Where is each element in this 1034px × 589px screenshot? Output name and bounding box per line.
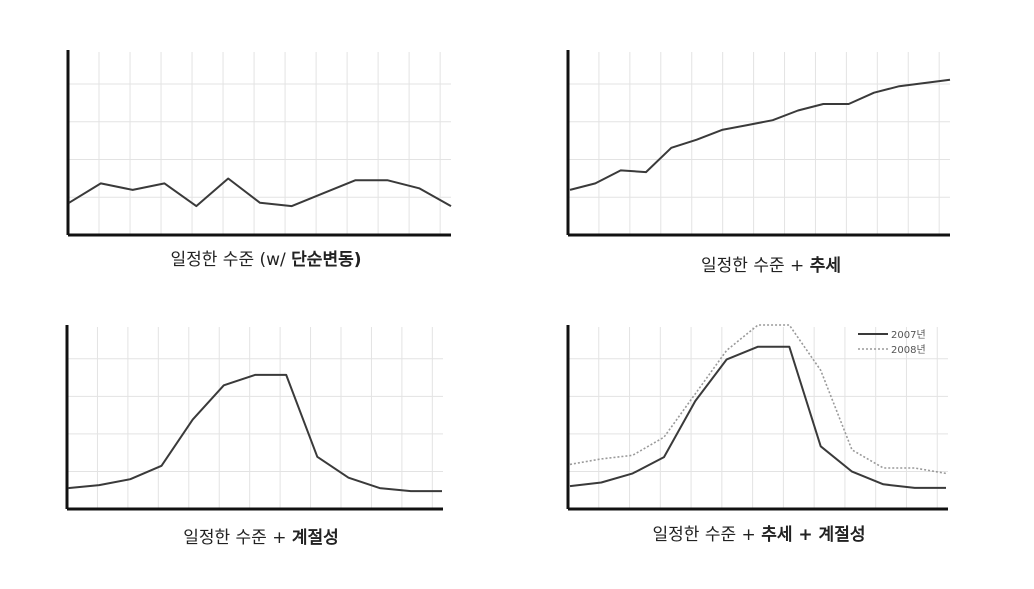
chart-2-caption-plain: 일정한 수준 + <box>701 256 810 276</box>
chart-3-caption: 일정한 수준 + 계절성 <box>183 528 339 548</box>
chart-1-caption: 일정한 수준 (w/ 단순변동) <box>170 250 361 270</box>
chart-1-series-1-line <box>68 177 452 208</box>
chart-1-caption-bold: 단순변동) <box>291 250 362 270</box>
chart-4-series-1-line <box>569 345 946 489</box>
chart-3-series-1-line <box>67 373 442 493</box>
chart-4-caption: 일정한 수준 + 추세 + 계절성 <box>653 525 866 545</box>
chart-1-caption-plain: 일정한 수준 (w/ <box>170 250 292 270</box>
chart-4-legend-label-1: 2007년 <box>891 329 926 341</box>
chart-4-caption-plain: 일정한 수준 + <box>652 525 762 545</box>
chart-4-caption-bold: 추세 + 계절성 <box>761 525 866 545</box>
chart-2-caption: 일정한 수준 + 추세 <box>701 256 841 276</box>
chart-2-caption-bold: 추세 <box>809 256 841 276</box>
chart-3-caption-bold: 계절성 <box>291 528 339 548</box>
chart-3-caption-plain: 일정한 수준 + <box>183 528 292 548</box>
chart-2-series-1-line <box>569 78 951 191</box>
chart-4-legend-label-2: 2008년 <box>891 344 926 356</box>
